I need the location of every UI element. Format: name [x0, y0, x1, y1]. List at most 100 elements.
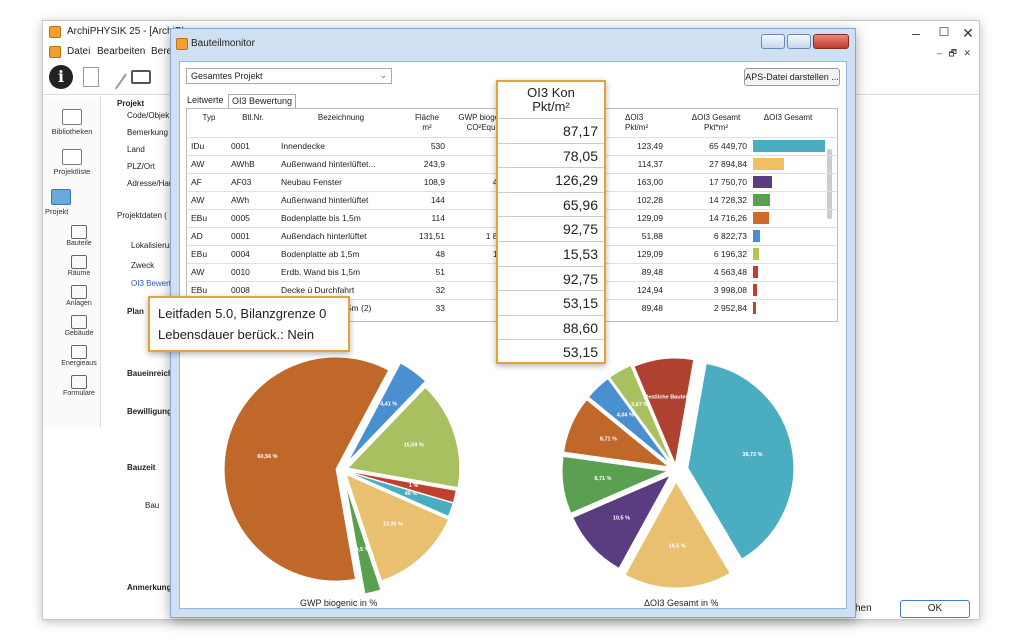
new-document-icon[interactable] — [83, 67, 99, 87]
section-plan: Plan — [127, 307, 144, 316]
sub-minimize-button[interactable]: – — [937, 48, 943, 58]
ok-button[interactable]: OK — [900, 600, 970, 618]
pie-chart-gwp: 60,56 % 4,41 % 15,59 % 1 % 40 % 13,30 % 0,5 % — [223, 356, 461, 595]
nav-oi3-bewertung[interactable]: OI3 Bewert — [131, 279, 172, 288]
monitor-title: Bauteilmonitor — [191, 38, 255, 49]
sidebar-item-raeume[interactable]: Räume — [57, 255, 101, 277]
pie-slice[interactable] — [687, 362, 795, 560]
sidebar-item-gebaeude[interactable]: Gebäude — [57, 315, 101, 337]
cell-doi3g: 6 822,73 — [713, 231, 747, 241]
oi3-konstruktion-value: 92,75 — [498, 265, 604, 291]
edit-icon[interactable] — [105, 66, 127, 90]
info-icon[interactable]: i — [49, 65, 73, 89]
oi3-konstruktion-value: 92,75 — [498, 216, 604, 241]
tab-oi3-bewertung[interactable]: OI3 Bewertung — [228, 94, 297, 108]
sidebar-item-projektliste[interactable]: Projektliste — [45, 149, 99, 176]
pie-slice[interactable] — [572, 474, 672, 569]
leitfaden-callout: Leitfaden 5.0, Bilanzgrenze 0 Lebensdaue… — [148, 296, 350, 352]
app-title: ArchiPHYSIK 25 - [ArchiPh — [67, 26, 188, 37]
menu-app-icon — [49, 46, 61, 58]
pie-slice[interactable] — [344, 483, 382, 595]
print-icon[interactable] — [131, 70, 151, 84]
section-bauzeit: Bauzeit — [127, 463, 156, 472]
systems-icon — [71, 285, 87, 299]
component-table: Typ Btl.Nr. Bezeichnung Fläche m² GWP bio… — [186, 108, 838, 322]
cell-bez: Bodenplatte bis 1,5m — [281, 213, 361, 223]
components-icon — [71, 225, 87, 239]
sidebar-item-anlagen[interactable]: Anlagen — [57, 285, 101, 307]
pie-slice[interactable] — [587, 377, 671, 465]
tab-leitwerte[interactable]: Leitwerte — [187, 95, 224, 105]
cell-btl: 0010 — [231, 267, 250, 277]
pie-slice[interactable] — [561, 455, 670, 514]
monitor-minimize-button[interactable] — [761, 34, 785, 49]
pie-slice[interactable] — [347, 362, 427, 463]
col-doi3[interactable]: ΔOI3 Pkt/m² — [625, 113, 649, 132]
cell-doi3g: 27 894,84 — [709, 159, 747, 169]
pie-slice[interactable] — [223, 356, 390, 582]
menu-bearbeiten[interactable]: Bearbeiten — [97, 46, 146, 57]
cell-bez: Außendach hinterlüftet — [281, 231, 367, 241]
pie-slice[interactable] — [345, 470, 454, 518]
callout-leitfaden-line2: Lebensdauer berück.: Nein — [158, 327, 315, 342]
col-gwp[interactable]: GWP biogen CO²Equ — [458, 113, 504, 132]
table-scrollbar[interactable] — [827, 149, 832, 219]
sidebar-item-bibliotheken[interactable]: Bibliotheken — [45, 109, 99, 136]
field-plz: PLZ/Ort — [127, 162, 156, 171]
close-button[interactable]: ✕ — [962, 25, 974, 41]
nav-lokalisierung[interactable]: Lokalisierun — [131, 241, 174, 250]
scope-select[interactable]: Gesamtes Projekt ⌄ — [186, 68, 392, 84]
minimize-button[interactable]: – — [912, 25, 920, 41]
project-list-icon — [62, 149, 82, 165]
maximize-button[interactable]: ☐ — [938, 25, 950, 39]
nav-zweck[interactable]: Zweck — [131, 261, 155, 270]
oi3-bar — [753, 158, 784, 170]
monitor-close-button[interactable] — [813, 34, 849, 49]
cell-typ: AW — [191, 267, 205, 277]
cell-bez: Erdb. Wand bis 1,5m — [281, 267, 361, 277]
cell-btl: 0004 — [231, 249, 250, 259]
menubar: Datei Bearbeiten Bere – 🗗 ✕ — [43, 43, 979, 61]
col-doi3-gesamt[interactable]: ΔOI3 Gesamt Pkt*m² — [691, 113, 741, 132]
cell-flaeche: 144 — [430, 195, 445, 205]
cell-btl: 0008 — [231, 285, 250, 295]
pie-slice[interactable] — [608, 364, 673, 464]
tab-projektdaten[interactable]: Projektdaten ( — [117, 211, 167, 220]
field-adresse: Adresse/Hau — [127, 179, 174, 188]
cell-bez: Neubau Fenster — [281, 177, 342, 187]
menu-datei[interactable]: Datei — [67, 46, 91, 57]
sidebar-item-energieausweis[interactable]: Energieaus — [57, 345, 101, 367]
pie-slice[interactable] — [563, 398, 671, 468]
col-typ[interactable]: Typ — [202, 113, 216, 122]
pie-slice[interactable] — [345, 473, 450, 582]
col-bezeichnung[interactable]: Bezeichnung — [317, 113, 365, 122]
pie-slice[interactable] — [633, 357, 695, 466]
pie-slice-label: 13,30 % — [383, 522, 403, 528]
cell-doi3: 102,28 — [637, 195, 663, 205]
pie-slice[interactable] — [346, 386, 461, 489]
field-land: Land — [127, 145, 145, 154]
energy-certificate-icon — [71, 345, 87, 359]
monitor-maximize-button[interactable] — [787, 34, 811, 49]
col-btl[interactable]: Btl.Nr. — [242, 113, 264, 122]
sub-close-button[interactable]: ✕ — [963, 48, 972, 58]
sidebar-item-bauteile[interactable]: Bauteile — [57, 225, 101, 247]
menu-bere[interactable]: Bere — [151, 46, 173, 57]
col-doi3-bar[interactable]: ΔOI3 Gesamt — [763, 113, 813, 122]
aps-file-button[interactable]: APS-Datei darstellen ... — [744, 68, 840, 86]
partial-button-label[interactable]: chen — [850, 603, 872, 614]
section-bau: Bau — [145, 501, 160, 510]
project-header: Projekt — [117, 99, 145, 108]
pie-slice[interactable] — [624, 480, 731, 589]
oi3-konstruktion-value: 53,15 — [498, 339, 604, 364]
sidebar-item-formulare[interactable]: Formulare — [57, 375, 101, 397]
oi3-konstruktion-value: 53,15 — [498, 290, 604, 315]
pie-slice-label: 1 % — [409, 483, 419, 489]
sub-restore-button[interactable]: 🗗 — [948, 48, 957, 58]
pie2-caption: ΔOI3 Gesamt in % — [644, 598, 719, 608]
sidebar-item-projekt[interactable]: Projekt — [45, 189, 99, 216]
col-flaeche[interactable]: Fläche m² — [414, 113, 439, 132]
oi3-bar — [753, 266, 759, 278]
cell-flaeche: 131,51 — [419, 231, 445, 241]
cell-typ: EBu — [191, 249, 208, 259]
